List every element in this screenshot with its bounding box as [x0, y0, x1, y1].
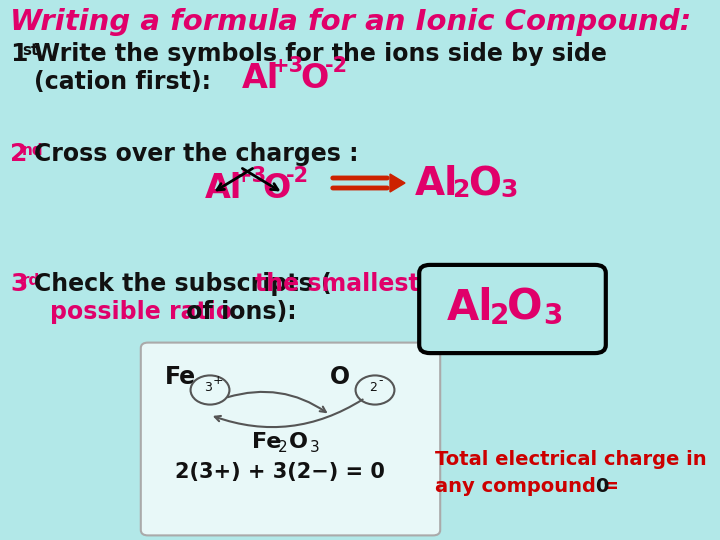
Text: possible ratio: possible ratio [50, 300, 232, 324]
Text: st: st [22, 43, 38, 58]
Text: Check the subscripts (: Check the subscripts ( [34, 272, 332, 296]
Text: -2: -2 [325, 56, 348, 76]
Text: Al: Al [447, 287, 493, 329]
Polygon shape [390, 174, 405, 192]
Text: 2: 2 [453, 178, 470, 202]
Text: of ions):: of ions): [178, 300, 297, 324]
Text: +: + [213, 374, 224, 387]
Text: rd: rd [22, 273, 40, 288]
Text: O: O [330, 365, 350, 389]
Text: nd: nd [22, 143, 44, 158]
Text: O: O [262, 172, 290, 205]
Text: -2: -2 [286, 166, 309, 186]
Text: 3: 3 [310, 440, 320, 455]
Text: 3: 3 [543, 302, 562, 330]
Text: O: O [289, 432, 308, 452]
Text: +3: +3 [272, 56, 304, 76]
Text: Total electrical charge in: Total electrical charge in [435, 450, 706, 469]
Text: the smallest: the smallest [255, 272, 420, 296]
Text: O: O [507, 287, 542, 329]
Text: 3: 3 [500, 178, 518, 202]
Text: 3: 3 [204, 381, 212, 394]
Text: Writing a formula for an Ionic Compound:: Writing a formula for an Ionic Compound: [10, 8, 691, 36]
Text: Al: Al [205, 172, 242, 205]
Text: Al: Al [242, 62, 279, 95]
Text: -: - [378, 374, 382, 387]
Text: (cation first):: (cation first): [34, 70, 211, 94]
Text: Cross over the charges :: Cross over the charges : [34, 142, 359, 166]
FancyBboxPatch shape [141, 342, 440, 535]
Text: 2: 2 [490, 302, 509, 330]
Text: Write the symbols for the ions side by side: Write the symbols for the ions side by s… [34, 42, 607, 66]
Text: 2: 2 [10, 142, 27, 166]
Text: Al: Al [415, 165, 459, 203]
Text: O: O [300, 62, 328, 95]
Text: O: O [468, 165, 501, 203]
Text: 1: 1 [10, 42, 27, 66]
Text: Fe: Fe [165, 365, 196, 389]
Text: 0: 0 [595, 477, 608, 496]
Text: 2: 2 [278, 440, 287, 455]
Text: +3: +3 [235, 166, 267, 186]
Text: 3: 3 [10, 272, 27, 296]
Text: 2: 2 [369, 381, 377, 394]
Text: Fe: Fe [252, 432, 282, 452]
FancyBboxPatch shape [419, 265, 606, 353]
Text: 2(3+) + 3(2−) = 0: 2(3+) + 3(2−) = 0 [175, 462, 385, 482]
Text: any compound =: any compound = [435, 477, 626, 496]
